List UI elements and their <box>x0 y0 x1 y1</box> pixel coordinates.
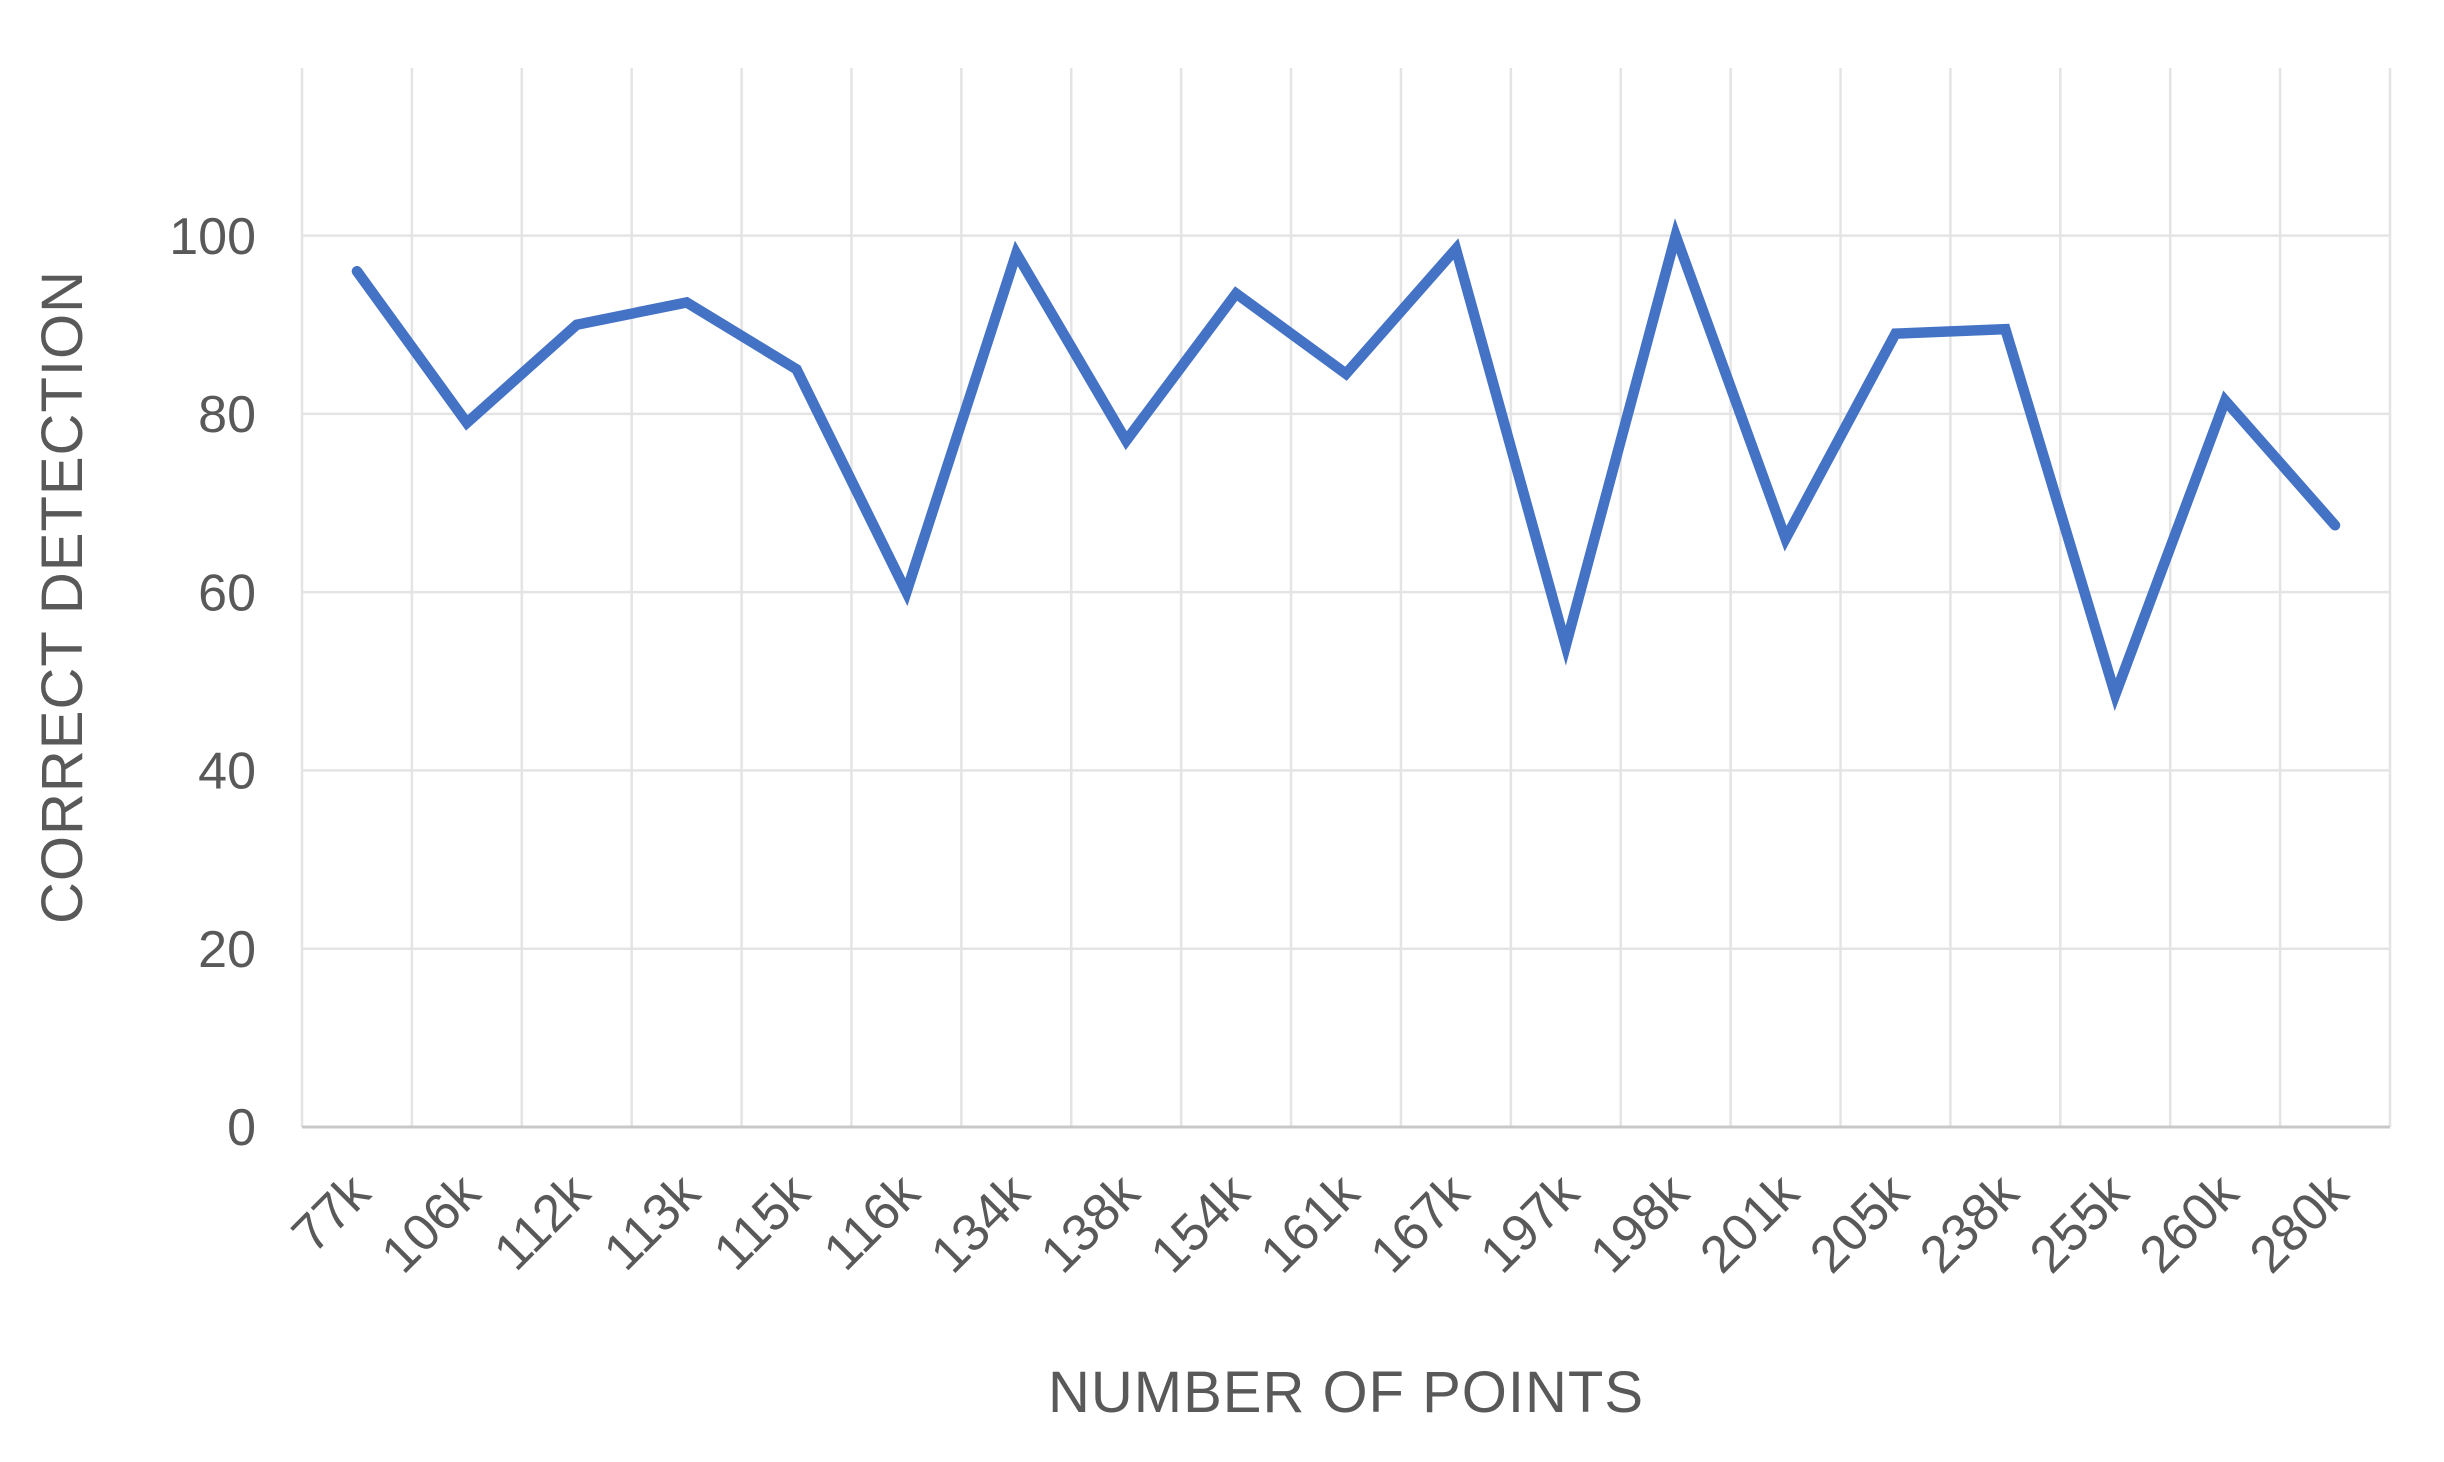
x-axis-tick-labels: 77k106k112k113k115k116k134k138k154k161k1… <box>281 1163 2360 1284</box>
x-tick-label: 138k <box>1030 1163 1151 1284</box>
x-tick-label: 154k <box>1140 1163 1261 1284</box>
horizontal-gridlines <box>302 234 2390 1129</box>
y-tick-label: 20 <box>198 921 256 979</box>
y-tick-label: 80 <box>198 386 256 444</box>
x-tick-label: 116k <box>813 1163 932 1282</box>
x-tick-label: 205k <box>1799 1163 1920 1284</box>
x-tick-label: 115k <box>703 1163 822 1282</box>
x-tick-label: 134k <box>920 1163 1041 1284</box>
vertical-gridlines <box>300 68 2392 1127</box>
x-tick-label: 113k <box>593 1163 712 1282</box>
series-group <box>351 218 2341 712</box>
x-tick-label: 255k <box>2019 1163 2140 1284</box>
x-tick-label: 112k <box>483 1163 602 1282</box>
x-tick-label: 106k <box>371 1163 492 1284</box>
x-tick-label: 197k <box>1470 1163 1591 1284</box>
y-axis-title: CORRECT DETECTION <box>30 270 95 924</box>
y-axis-tick-labels: 0 20 40 60 80 100 <box>169 208 256 1157</box>
data-series-line <box>351 218 2341 712</box>
x-tick-label: 260k <box>2129 1163 2250 1284</box>
x-tick-label: 161k <box>1250 1163 1371 1284</box>
x-tick-label: 280k <box>2239 1163 2360 1284</box>
x-tick-label: 201k <box>1689 1163 1810 1284</box>
x-tick-label: 167k <box>1360 1163 1481 1284</box>
y-tick-label: 0 <box>227 1099 256 1157</box>
x-tick-label: 198k <box>1579 1163 1700 1284</box>
y-tick-label: 100 <box>169 208 256 266</box>
x-tick-label: 238k <box>1909 1163 2030 1284</box>
y-tick-label: 40 <box>198 743 256 801</box>
y-tick-label: 60 <box>198 564 256 622</box>
x-axis-title: NUMBER OF POINTS <box>1048 1360 1644 1425</box>
x-tick-label: 77k <box>281 1163 382 1264</box>
